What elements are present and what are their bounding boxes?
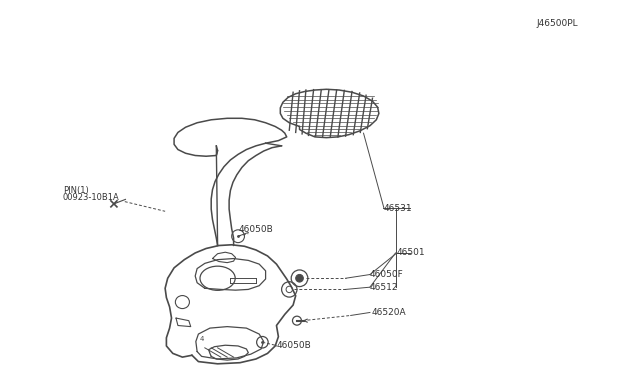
Text: 00923-10B1A: 00923-10B1A <box>63 193 120 202</box>
Text: 46050B: 46050B <box>276 341 311 350</box>
Text: 46531: 46531 <box>384 204 413 213</box>
Text: 46050B: 46050B <box>238 225 273 234</box>
Text: J46500PL: J46500PL <box>536 19 578 28</box>
Text: 46520A: 46520A <box>371 308 406 317</box>
Text: 46050F: 46050F <box>370 270 404 279</box>
Circle shape <box>296 275 303 282</box>
Text: 46501: 46501 <box>397 248 426 257</box>
Text: PIN(1): PIN(1) <box>63 186 88 195</box>
Text: 4: 4 <box>200 336 204 342</box>
Text: 46512: 46512 <box>370 283 399 292</box>
